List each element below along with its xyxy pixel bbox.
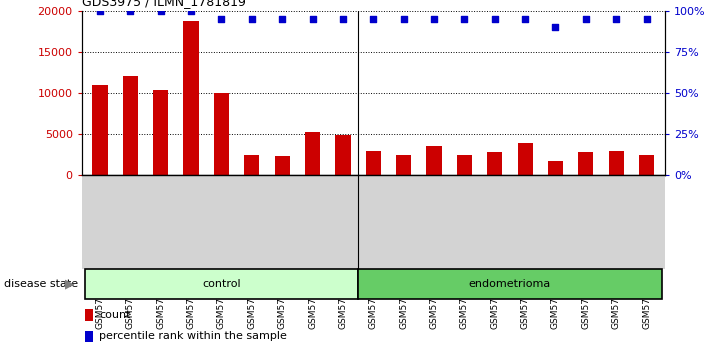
Point	[155, 8, 166, 13]
Bar	[92, 85, 107, 175]
Point	[246, 16, 257, 22]
Point	[398, 16, 410, 22]
Bar	[85, 269, 358, 299]
Text: percentile rank within the sample: percentile rank within the sample	[100, 331, 287, 342]
Bar	[153, 91, 169, 175]
Text: GDS3975 / ILMN_1781819: GDS3975 / ILMN_1781819	[82, 0, 245, 8]
Bar	[244, 155, 260, 175]
Bar	[396, 155, 411, 175]
Point	[277, 16, 288, 22]
Point	[489, 16, 501, 22]
Text: ▶: ▶	[65, 278, 75, 291]
Bar	[427, 147, 442, 175]
Bar	[487, 152, 503, 175]
Point	[307, 16, 319, 22]
Point	[580, 16, 592, 22]
Bar	[578, 152, 594, 175]
Bar	[518, 143, 533, 175]
Bar	[85, 309, 93, 321]
Bar	[639, 155, 654, 175]
Bar	[365, 150, 381, 175]
Point	[368, 16, 379, 22]
Point	[124, 8, 136, 13]
Point	[611, 16, 622, 22]
Point	[95, 8, 106, 13]
Text: control: control	[202, 279, 241, 289]
Point	[641, 16, 652, 22]
Point	[215, 16, 227, 22]
Bar	[123, 76, 138, 175]
Bar	[214, 93, 229, 175]
Point	[428, 16, 439, 22]
Bar	[358, 269, 662, 299]
Point	[459, 16, 470, 22]
Point	[186, 8, 197, 13]
Point	[337, 16, 348, 22]
Bar	[456, 155, 472, 175]
Bar	[336, 135, 351, 175]
Point	[520, 16, 531, 22]
Bar	[85, 331, 93, 342]
Bar	[609, 150, 624, 175]
Text: disease state: disease state	[4, 279, 77, 289]
Point	[550, 24, 561, 30]
Bar	[548, 161, 563, 175]
Bar	[305, 132, 320, 175]
Text: endometrioma: endometrioma	[469, 279, 551, 289]
Text: count: count	[100, 310, 131, 320]
Bar	[274, 156, 290, 175]
Bar	[183, 21, 198, 175]
